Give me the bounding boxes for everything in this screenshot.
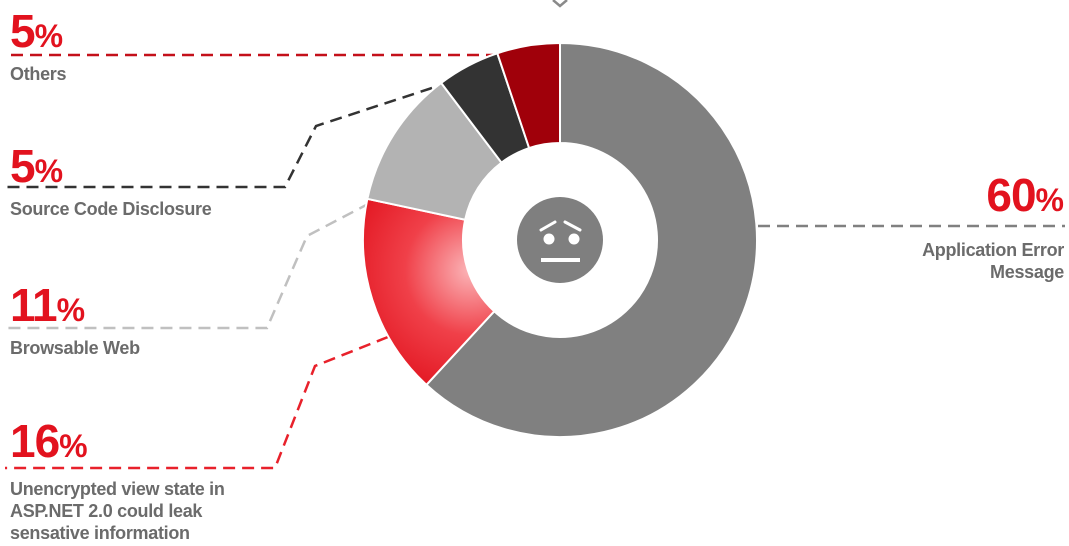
connector-browsable-web xyxy=(5,201,371,330)
worried-face-icon xyxy=(517,197,603,283)
slice-unencrypted-view-state xyxy=(362,197,496,387)
slice-others xyxy=(496,41,561,150)
slice-label-others: Others xyxy=(10,64,67,84)
slice-value-browsable-web: 11% xyxy=(10,279,86,331)
slice-label-browsable-web: Browsable Web xyxy=(10,338,140,358)
slice-value-application-error-message: 60% xyxy=(986,169,1064,221)
slice-value-unencrypted-view-state: 16% xyxy=(10,415,88,467)
connector-source-code-disclosure xyxy=(5,86,433,189)
slice-value-source-code-disclosure: 5% xyxy=(10,140,64,192)
slice-value-others: 5% xyxy=(10,5,64,57)
slice-label-application-error-message: Application Error Message xyxy=(922,240,1064,282)
slice-label-source-code-disclosure: Source Code Disclosure xyxy=(10,199,212,219)
slice-label-unencrypted-view-state: Unencrypted view state in ASP.NET 2.0 co… xyxy=(10,479,225,543)
slice-application-error-message xyxy=(425,41,758,438)
top-notch-marker xyxy=(552,0,568,8)
connector-unencrypted-view-state xyxy=(5,335,389,470)
